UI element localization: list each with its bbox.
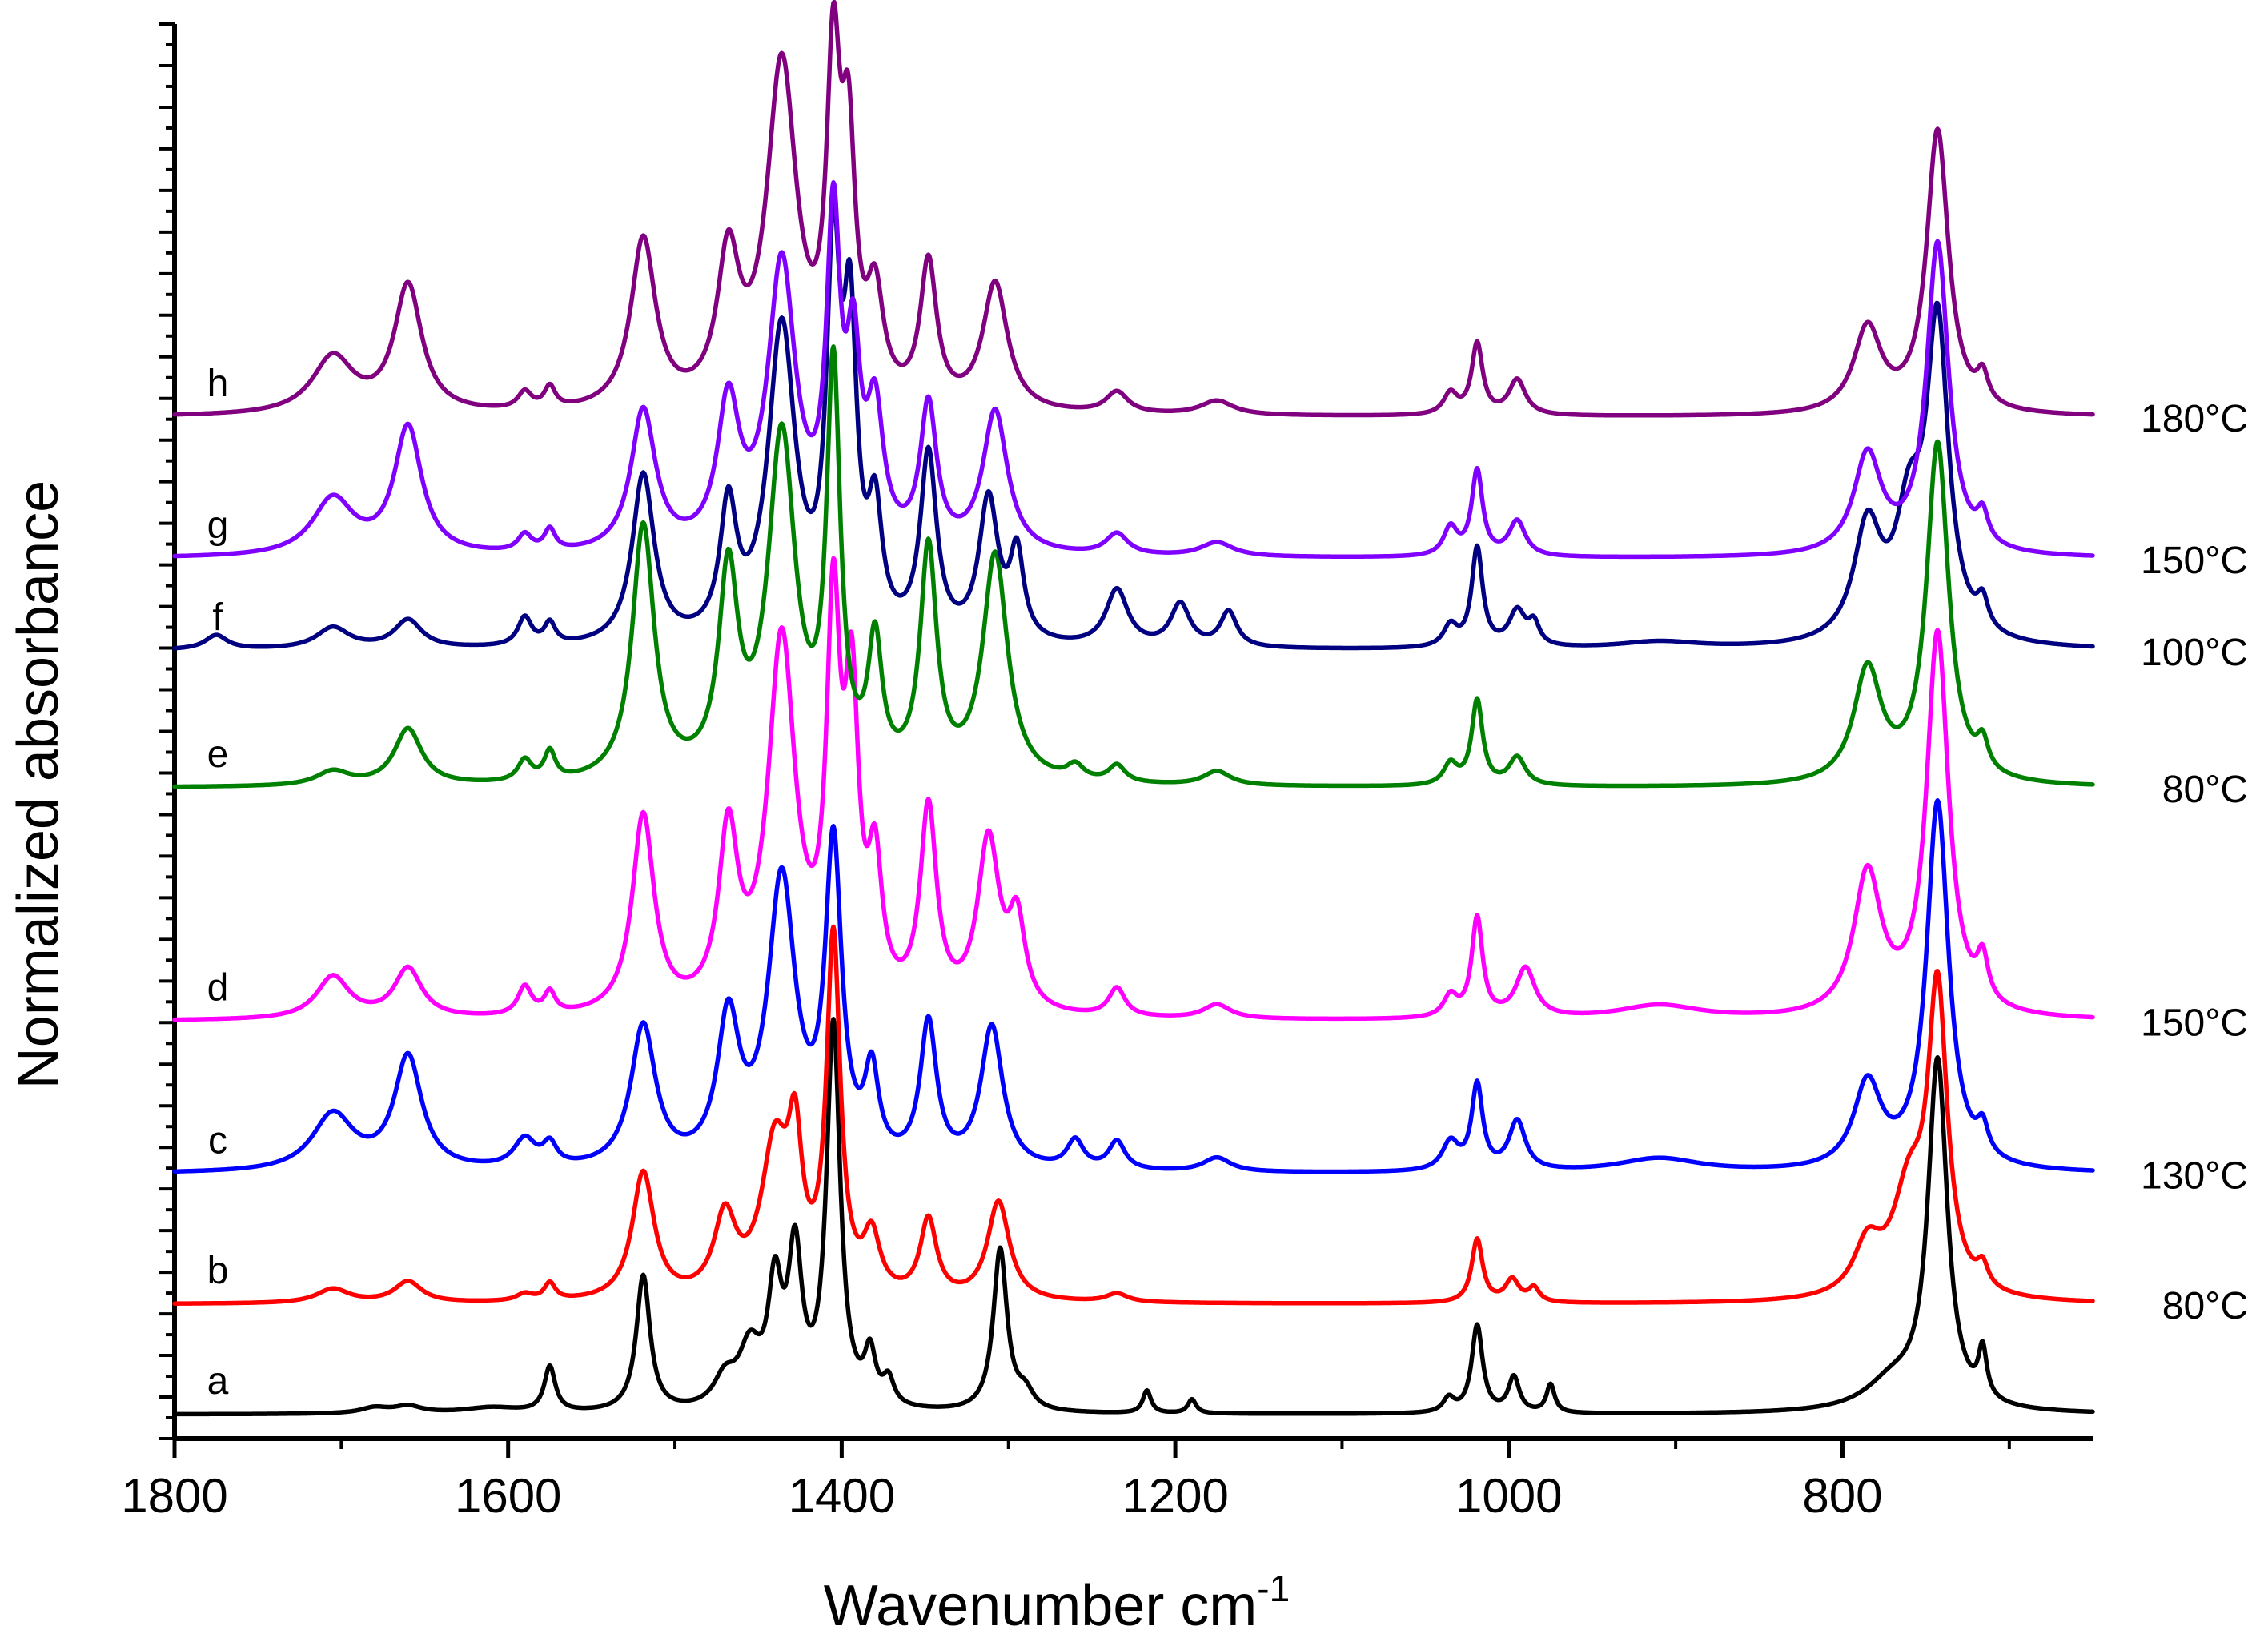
curve-label-f: f bbox=[212, 596, 223, 639]
temp-label-e: 80°C bbox=[2162, 769, 2248, 811]
series-group bbox=[172, 0, 2095, 1417]
spectrum-b bbox=[172, 924, 2095, 1306]
temp-label-h: 180°C bbox=[2141, 398, 2248, 440]
x-tick-label: 800 bbox=[1802, 1469, 1882, 1523]
x-axis-title-superscript: -1 bbox=[1257, 1568, 1290, 1609]
temp-label-c: 130°C bbox=[2141, 1155, 2248, 1198]
curve-label-g: g bbox=[207, 504, 229, 547]
curve-label-d: d bbox=[207, 967, 229, 1010]
spectrum-c bbox=[172, 798, 2095, 1174]
x-ticks: 1800 1600 1400 1200 1000 800 bbox=[121, 1439, 2011, 1523]
x-tick-label: 1000 bbox=[1455, 1469, 1562, 1523]
y-ticks bbox=[159, 22, 175, 1440]
temp-label-b: 80°C bbox=[2162, 1285, 2248, 1327]
x-axis-title: Wavenumber cm-1 bbox=[824, 1568, 1290, 1638]
spectrum-d bbox=[172, 556, 2095, 1022]
curve-label-a: a bbox=[207, 1360, 229, 1403]
temp-label-d: 150°C bbox=[2141, 1002, 2248, 1045]
spectrum-a bbox=[172, 1017, 2095, 1417]
x-tick-label: 1400 bbox=[789, 1469, 895, 1523]
y-axis-title: Normalized absorbance bbox=[6, 480, 70, 1089]
x-tick-label: 1800 bbox=[121, 1469, 227, 1523]
spectrum-g bbox=[172, 180, 2095, 560]
spectrum-e bbox=[172, 344, 2095, 789]
x-tick-label: 1200 bbox=[1122, 1469, 1228, 1523]
spectrum-f bbox=[172, 198, 2095, 651]
temp-label-f: 100°C bbox=[2141, 632, 2248, 674]
curve-label-e: e bbox=[207, 733, 229, 776]
curve-label-b: b bbox=[207, 1250, 229, 1292]
spectrum-h bbox=[172, 0, 2095, 418]
labels-group: a b 80°C c 130°C d 150°C e 80°C f 100°C g 150°C h 180°… bbox=[207, 363, 2248, 1403]
curve-label-h: h bbox=[207, 363, 229, 405]
x-tick-label: 1600 bbox=[455, 1469, 561, 1523]
temp-label-g: 150°C bbox=[2141, 540, 2248, 582]
axes: 1800 1600 1400 1200 1000 800 bbox=[121, 22, 2093, 1523]
curve-label-c: c bbox=[208, 1120, 227, 1162]
